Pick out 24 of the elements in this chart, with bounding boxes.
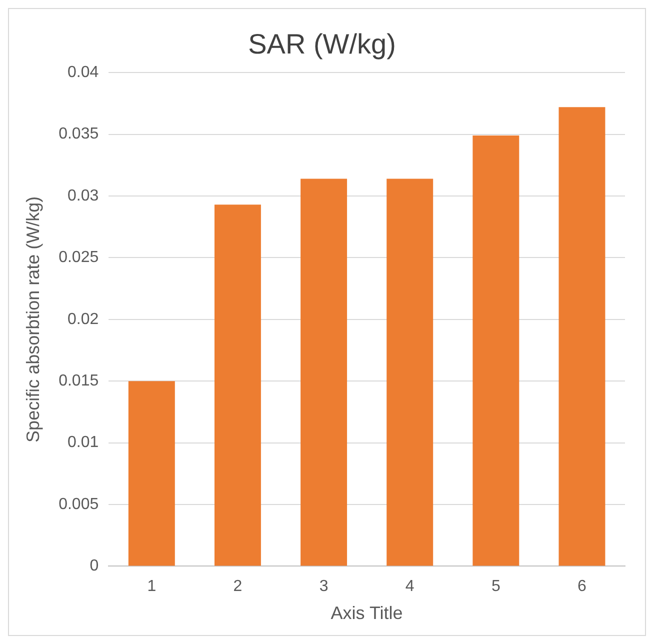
x-tick-label: 2 (233, 578, 242, 596)
y-tick-label: 0.01 (68, 434, 99, 452)
y-tick-label: 0.005 (58, 496, 99, 513)
y-tick-label: 0.03 (68, 187, 99, 204)
y-tick-label: 0.035 (58, 126, 99, 143)
bar (300, 178, 348, 566)
y-tick-label: 0.04 (68, 64, 99, 82)
bar (214, 204, 261, 566)
y-tick-label: 0.015 (58, 372, 99, 390)
chart-title: SAR (W/kg) (248, 28, 396, 60)
bar (472, 136, 520, 566)
x-tick-label: 5 (491, 578, 500, 596)
y-axis-title: Specific absorbtion rate (W/kg) (22, 196, 43, 442)
bar (128, 381, 175, 566)
bar (558, 107, 606, 566)
x-tick-label: 6 (578, 578, 587, 596)
bar (386, 178, 434, 566)
y-tick-label: 0.025 (58, 249, 99, 266)
x-tick-label: 4 (405, 578, 414, 596)
x-axis-title: Axis Title (330, 603, 403, 624)
y-tick-label: 0.02 (68, 310, 99, 328)
y-tick-label: 0 (90, 558, 99, 575)
x-tick-label: 3 (319, 578, 328, 596)
x-tick-label: 1 (147, 578, 156, 596)
